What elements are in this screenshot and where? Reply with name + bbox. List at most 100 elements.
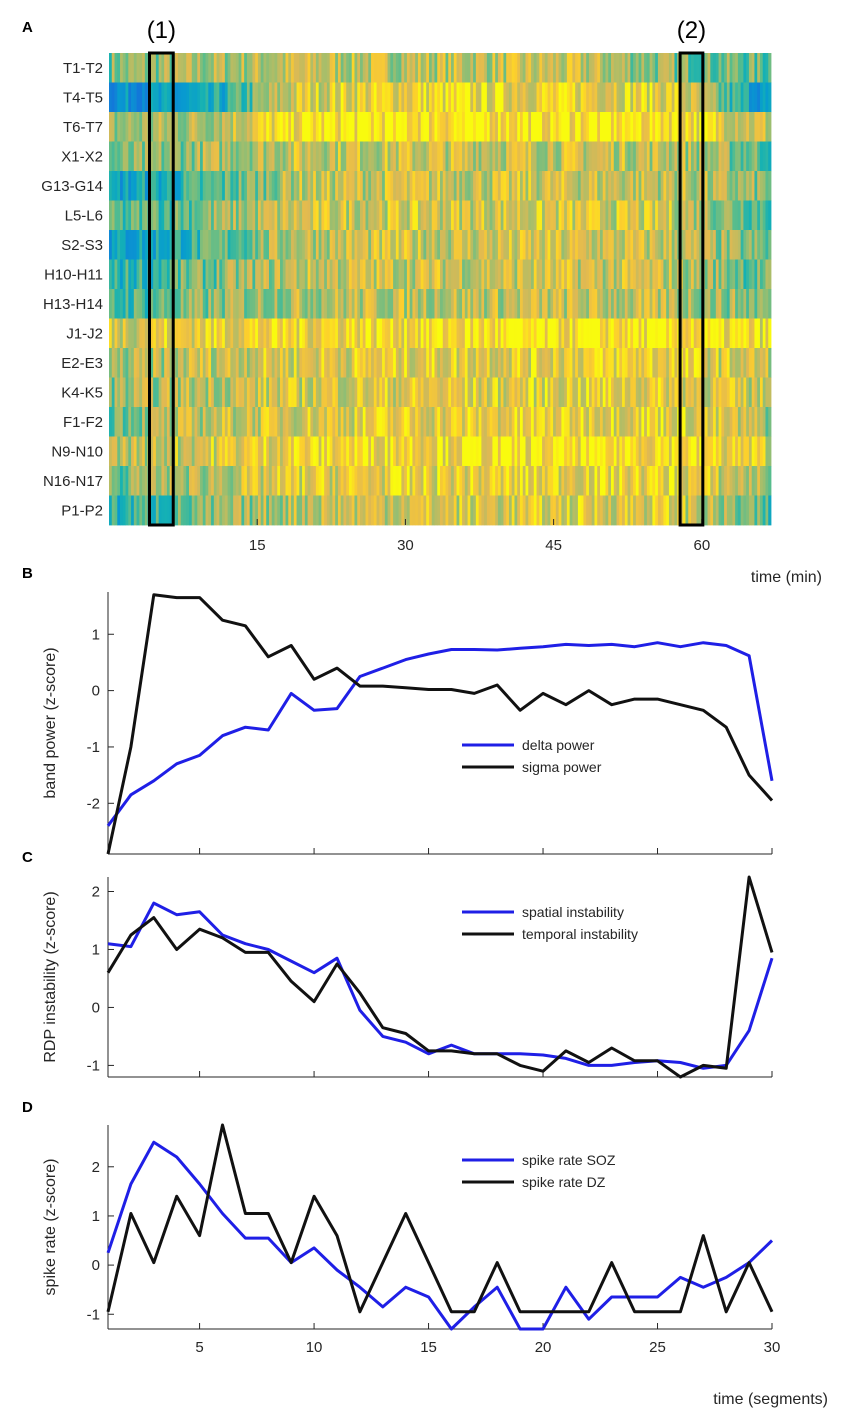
heatmap-cell [660, 436, 664, 467]
heatmap-cell [387, 348, 391, 378]
heatmap-cell [307, 348, 311, 378]
heatmap-cell [252, 112, 256, 142]
heatmap-cell [735, 82, 739, 113]
heatmap-cell [674, 82, 678, 113]
heatmap-cell [691, 377, 695, 408]
heatmap-cell [671, 348, 675, 378]
heatmap-cell [635, 200, 639, 231]
heatmap-cell [649, 466, 653, 496]
heatmap-cell [318, 112, 322, 142]
heatmap-cell [200, 200, 204, 231]
heatmap-cell [142, 82, 146, 113]
heatmap-cell [282, 259, 286, 290]
heatmap-cell [613, 259, 617, 290]
heatmap-cell [340, 348, 344, 378]
heatmap-cell [478, 495, 482, 526]
heatmap-cell [351, 495, 355, 526]
heatmap-cell [128, 112, 132, 142]
heatmap-cell [431, 436, 435, 467]
heatmap-cell [580, 200, 584, 231]
heatmap-cell [462, 141, 466, 172]
heatmap-cell [442, 82, 446, 113]
heatmap-cell [293, 82, 297, 113]
heatmap-cell [335, 377, 339, 408]
heatmap-cell [180, 407, 184, 437]
heatmap-cell [351, 141, 355, 172]
heatmap-cell [456, 259, 460, 290]
heatmap-cell [191, 259, 195, 290]
heatmap-cell [180, 318, 184, 349]
heatmap-cell [177, 495, 182, 526]
heatmap-cell [268, 348, 273, 378]
heatmap-cell [188, 348, 193, 378]
heatmap-cell [233, 259, 237, 290]
heatmap-cell [462, 82, 466, 113]
heatmap-cell [751, 171, 755, 201]
heatmap-cell [583, 200, 587, 231]
heatmap-cell [508, 377, 513, 408]
heatmap-cell [550, 495, 554, 526]
heatmap-cell [348, 171, 353, 201]
heatmap-row-label: T6-T7 [63, 119, 103, 136]
heatmap-cell [144, 289, 149, 319]
heatmap-cell [688, 318, 692, 349]
heatmap-cell [142, 377, 146, 408]
heatmap-cell [249, 407, 253, 437]
heatmap-cell [726, 141, 731, 172]
heatmap-cell [718, 112, 722, 142]
heatmap-cell [757, 377, 761, 408]
heatmap-cell [440, 141, 444, 172]
heatmap-cell [561, 495, 565, 526]
heatmap-cell [313, 495, 317, 526]
heatmap-cell [428, 495, 433, 526]
heatmap-cell [511, 377, 515, 408]
heatmap-cell [765, 495, 769, 526]
heatmap-cell [710, 466, 714, 496]
heatmap-cell [762, 377, 766, 408]
heatmap-cell [318, 259, 322, 290]
heatmap-cell [404, 436, 408, 467]
heatmap-cell [655, 53, 659, 83]
heatmap-cell [255, 53, 259, 83]
heatmap-cell [569, 53, 573, 83]
heatmap-cell [423, 348, 427, 378]
heatmap-cell [257, 377, 262, 408]
heatmap-cell [268, 407, 273, 437]
heatmap-cell [346, 200, 350, 231]
heatmap-cell [453, 259, 457, 290]
heatmap-cell [644, 318, 648, 349]
heatmap-cell [660, 377, 664, 408]
heatmap-cell [186, 53, 190, 83]
heatmap-cell [588, 141, 593, 172]
heatmap-cell [638, 495, 642, 526]
heatmap-cell [638, 348, 642, 378]
heatmap-cell [109, 436, 113, 467]
heatmap-cell [326, 112, 331, 142]
heatmap-cell [257, 200, 262, 231]
heatmap-cell [699, 200, 703, 231]
heatmap-cell [652, 112, 656, 142]
heatmap-cell [740, 289, 744, 319]
heatmap-cell [729, 82, 733, 113]
legend-label: sigma power [522, 759, 602, 775]
heatmap-cell [412, 112, 416, 142]
heatmap-cell [486, 171, 491, 201]
heatmap-cell [293, 53, 297, 83]
heatmap-cell [594, 377, 598, 408]
heatmap-cell [208, 407, 212, 437]
heatmap-cell [324, 112, 328, 142]
heatmap-cell [486, 112, 491, 142]
heatmap-cells [109, 53, 772, 526]
heatmap-cell [451, 53, 455, 83]
heatmap-cell [302, 407, 306, 437]
heatmap-cell [200, 318, 204, 349]
heatmap-cell [296, 407, 300, 437]
heatmap-cell [241, 466, 245, 496]
heatmap-cell [164, 466, 168, 496]
heatmap-cell [511, 289, 515, 319]
heatmap-cell [503, 436, 507, 467]
heatmap-cell [202, 348, 206, 378]
heatmap-cell [252, 53, 256, 83]
heatmap-cell [271, 348, 275, 378]
